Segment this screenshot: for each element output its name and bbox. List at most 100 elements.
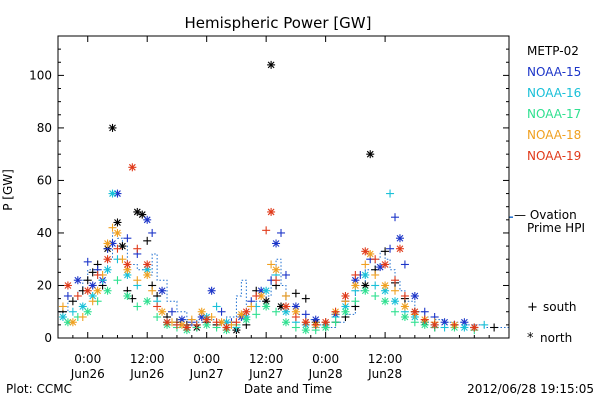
south-point (277, 228, 286, 237)
south-point (63, 291, 72, 300)
south-point (88, 297, 97, 306)
south-point (153, 312, 162, 321)
north-point (177, 315, 186, 324)
north-point (242, 307, 251, 316)
y-axis-label: P [GW] (1, 169, 15, 211)
x-tick-date: Jun26 (70, 367, 105, 381)
point-stroke (361, 271, 369, 279)
plot-timestamp: 2012/06/28 19:15:05 (467, 382, 594, 396)
point-stroke (178, 316, 186, 324)
point-stroke (376, 263, 384, 271)
south-point (83, 257, 92, 266)
north-point (202, 320, 211, 329)
north-point (262, 302, 271, 311)
point-stroke (109, 190, 116, 197)
south-point (301, 294, 310, 303)
point-stroke (64, 282, 72, 289)
point-stroke (123, 266, 131, 274)
north-point (366, 150, 375, 159)
point-stroke (89, 292, 97, 300)
north-point (103, 286, 112, 295)
north-point (381, 286, 390, 295)
point-stroke (461, 318, 468, 326)
y-tick-label: 0 (44, 331, 52, 345)
point-stroke (267, 208, 275, 216)
south-point (272, 307, 281, 316)
north-point (118, 242, 127, 251)
point-stroke (203, 316, 211, 324)
north-point (58, 312, 67, 321)
point-stroke (64, 318, 72, 326)
north-point (381, 260, 390, 269)
south-point (371, 270, 380, 279)
south-point (420, 307, 429, 316)
south-point (331, 318, 340, 327)
point-stroke (198, 308, 206, 316)
north-point (207, 286, 216, 295)
south-point (262, 226, 271, 235)
point-stroke (401, 313, 409, 321)
point-stroke (361, 287, 369, 295)
point-stroke (84, 308, 92, 316)
south-point (291, 289, 300, 298)
point-stroke (272, 266, 280, 274)
north-point (158, 286, 167, 295)
north-point (242, 315, 251, 324)
south-point (410, 318, 419, 327)
north-point (351, 281, 360, 290)
south-point (192, 320, 201, 329)
point-stroke (158, 308, 166, 316)
point-stroke (351, 282, 359, 289)
plot-frame (57, 35, 510, 339)
south-point (212, 318, 221, 327)
south-point (281, 270, 290, 279)
south-point (386, 189, 395, 198)
point-stroke (282, 303, 290, 310)
point-stroke (89, 282, 97, 289)
ovation-label-line1: — Ovation (514, 208, 577, 222)
south-point (400, 291, 409, 300)
x-tick-time: 12:00 (130, 352, 165, 366)
south-point (68, 307, 77, 316)
point-stroke (396, 245, 404, 253)
south-point (212, 302, 221, 311)
south-point (311, 320, 320, 329)
north-point (321, 318, 330, 327)
north-point (262, 286, 271, 295)
south-point (291, 323, 300, 332)
point-stroke (262, 303, 270, 310)
point-stroke (272, 240, 280, 247)
y-tick-label: 100 (29, 68, 52, 82)
legend-entry: NOAA-15 (527, 65, 581, 79)
point-stroke (257, 287, 265, 295)
point-stroke (123, 271, 131, 279)
south-point (361, 260, 370, 269)
point-stroke (366, 250, 374, 258)
y-tick-label: 60 (37, 173, 52, 187)
point-stroke (267, 61, 275, 69)
north-point (267, 60, 276, 69)
point-stroke (237, 310, 245, 318)
north-point (301, 318, 310, 327)
north-point (88, 291, 97, 300)
north-point (123, 260, 132, 269)
point-stroke (441, 318, 448, 326)
north-point (143, 297, 152, 306)
north-point (420, 320, 429, 329)
south-point (133, 302, 142, 311)
point-stroke (163, 318, 171, 326)
point-stroke (183, 324, 191, 331)
point-stroke (282, 308, 290, 316)
point-stroke (342, 303, 349, 310)
north-point (341, 291, 350, 300)
south-point (440, 323, 449, 332)
ovation-step-line (58, 232, 509, 328)
south-point (133, 276, 142, 285)
north-point (133, 207, 142, 216)
point-stroke (143, 216, 151, 224)
south-point (172, 320, 181, 329)
x-tick-time: 12:00 (249, 352, 284, 366)
point-stroke (292, 303, 300, 310)
point-stroke (361, 282, 369, 289)
